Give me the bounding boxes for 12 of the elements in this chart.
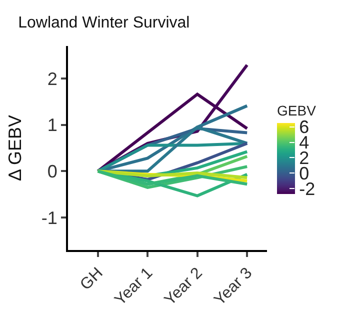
chart-title: Lowland Winter Survival	[18, 14, 190, 32]
x-tick-label: GH	[77, 264, 106, 294]
y-tick-label: 2	[47, 68, 58, 89]
y-tick-label: 0	[47, 161, 58, 182]
y-tick-label: -1	[41, 208, 58, 228]
x-tick-label: Year 3	[211, 264, 256, 309]
color-bar-label: 6	[299, 117, 310, 138]
y-tick-label: 1	[47, 115, 58, 136]
x-tick-label: Year 1	[112, 264, 156, 309]
color-bar-title: GEBV	[277, 102, 317, 118]
x-tick-label: Year 2	[162, 264, 206, 309]
y-axis-title: Δ GEBV	[5, 114, 25, 182]
